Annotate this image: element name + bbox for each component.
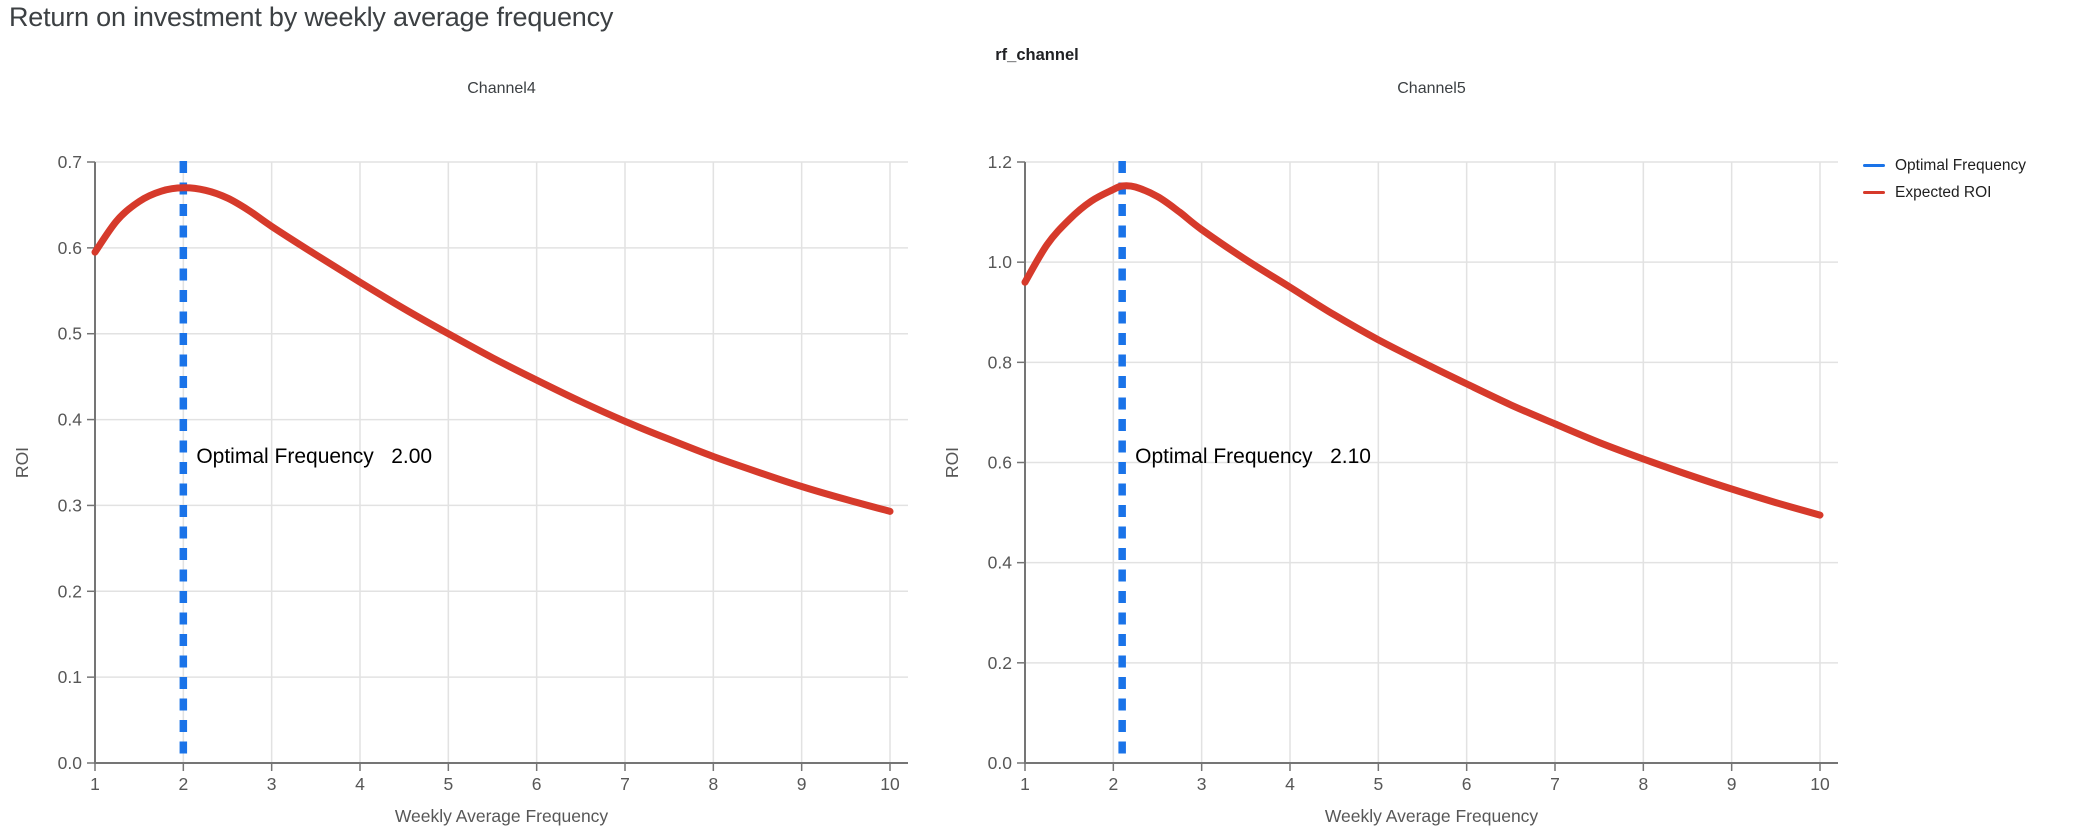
- svg-text:0.0: 0.0: [58, 753, 83, 773]
- svg-text:5: 5: [443, 774, 453, 794]
- svg-text:0.8: 0.8: [988, 352, 1012, 372]
- svg-text:0.4: 0.4: [988, 553, 1013, 573]
- channel4-panel-title: Channel4: [467, 80, 536, 97]
- svg-text:0.3: 0.3: [58, 495, 82, 515]
- svg-text:2: 2: [1108, 774, 1118, 794]
- legend-item-expected-roi: Expected ROI: [1863, 179, 2073, 206]
- svg-text:10: 10: [880, 774, 900, 794]
- svg-text:0.5: 0.5: [58, 324, 82, 344]
- svg-text:Optimal Frequency 2.00: Optimal Frequency 2.00: [196, 445, 432, 468]
- svg-text:4: 4: [1285, 774, 1295, 794]
- page-title: Return on investment by weekly average f…: [9, 2, 614, 32]
- svg-text:1.2: 1.2: [988, 152, 1012, 172]
- svg-text:10: 10: [1810, 774, 1830, 794]
- legend-label-expected-roi: Expected ROI: [1895, 183, 1992, 201]
- svg-text:8: 8: [1638, 774, 1648, 794]
- svg-text:0.7: 0.7: [58, 152, 82, 172]
- optimal-frequency-line-icon: [1863, 164, 1885, 167]
- expected-roi-line-icon: [1863, 191, 1885, 194]
- svg-text:6: 6: [1462, 774, 1472, 794]
- channel4-panel: Channel4 0.0 0.1 0.2 0.3 0.4 0.5 0.6 0.7 1 2 3 4 5 6 7…: [0, 75, 930, 840]
- svg-text:9: 9: [797, 774, 807, 794]
- svg-text:Weekly Average Frequency: Weekly Average Frequency: [395, 806, 609, 826]
- svg-text:4: 4: [355, 774, 365, 794]
- svg-text:2: 2: [178, 774, 188, 794]
- channel5-chart: 0.0 0.2 0.4 0.6 0.8 1.0 1.2 1 2 3 4 5 6 7 8 9 10 Weekly A…: [942, 152, 1838, 826]
- svg-text:ROI: ROI: [12, 447, 32, 478]
- svg-text:1.0: 1.0: [988, 252, 1013, 272]
- svg-text:7: 7: [1550, 774, 1560, 794]
- svg-text:0.0: 0.0: [988, 753, 1013, 773]
- svg-text:3: 3: [267, 774, 277, 794]
- svg-text:1: 1: [1020, 774, 1030, 794]
- svg-text:0.1: 0.1: [58, 667, 82, 687]
- svg-text:Optimal Frequency 2.10: Optimal Frequency 2.10: [1135, 445, 1371, 468]
- svg-text:5: 5: [1373, 774, 1383, 794]
- svg-text:0.6: 0.6: [58, 238, 82, 258]
- legend: Optimal Frequency Expected ROI: [1863, 152, 2073, 206]
- channel4-chart: 0.0 0.1 0.2 0.3 0.4 0.5 0.6 0.7 1 2 3 4 5 6 7 8 9 10 Weekl…: [12, 152, 908, 826]
- legend-label-optimal-frequency: Optimal Frequency: [1895, 156, 2026, 174]
- svg-text:Weekly Average Frequency: Weekly Average Frequency: [1325, 806, 1539, 826]
- svg-text:9: 9: [1727, 774, 1737, 794]
- svg-text:8: 8: [708, 774, 718, 794]
- svg-text:0.6: 0.6: [988, 453, 1012, 473]
- svg-text:0.2: 0.2: [58, 581, 82, 601]
- svg-text:0.4: 0.4: [58, 410, 83, 430]
- svg-text:ROI: ROI: [942, 447, 962, 478]
- channel5-panel-title: Channel5: [1397, 80, 1466, 97]
- svg-text:0.2: 0.2: [988, 653, 1012, 673]
- figure-title: rf_channel: [995, 46, 1079, 64]
- legend-item-optimal-frequency: Optimal Frequency: [1863, 152, 2073, 179]
- svg-text:1: 1: [90, 774, 100, 794]
- svg-text:3: 3: [1197, 774, 1207, 794]
- svg-text:7: 7: [620, 774, 630, 794]
- channel5-panel: Channel5 0.0 0.2 0.4 0.6 0.8 1.0 1.2 1 2 3 4 5 6 7 8 9 1…: [930, 75, 1860, 840]
- svg-text:6: 6: [532, 774, 542, 794]
